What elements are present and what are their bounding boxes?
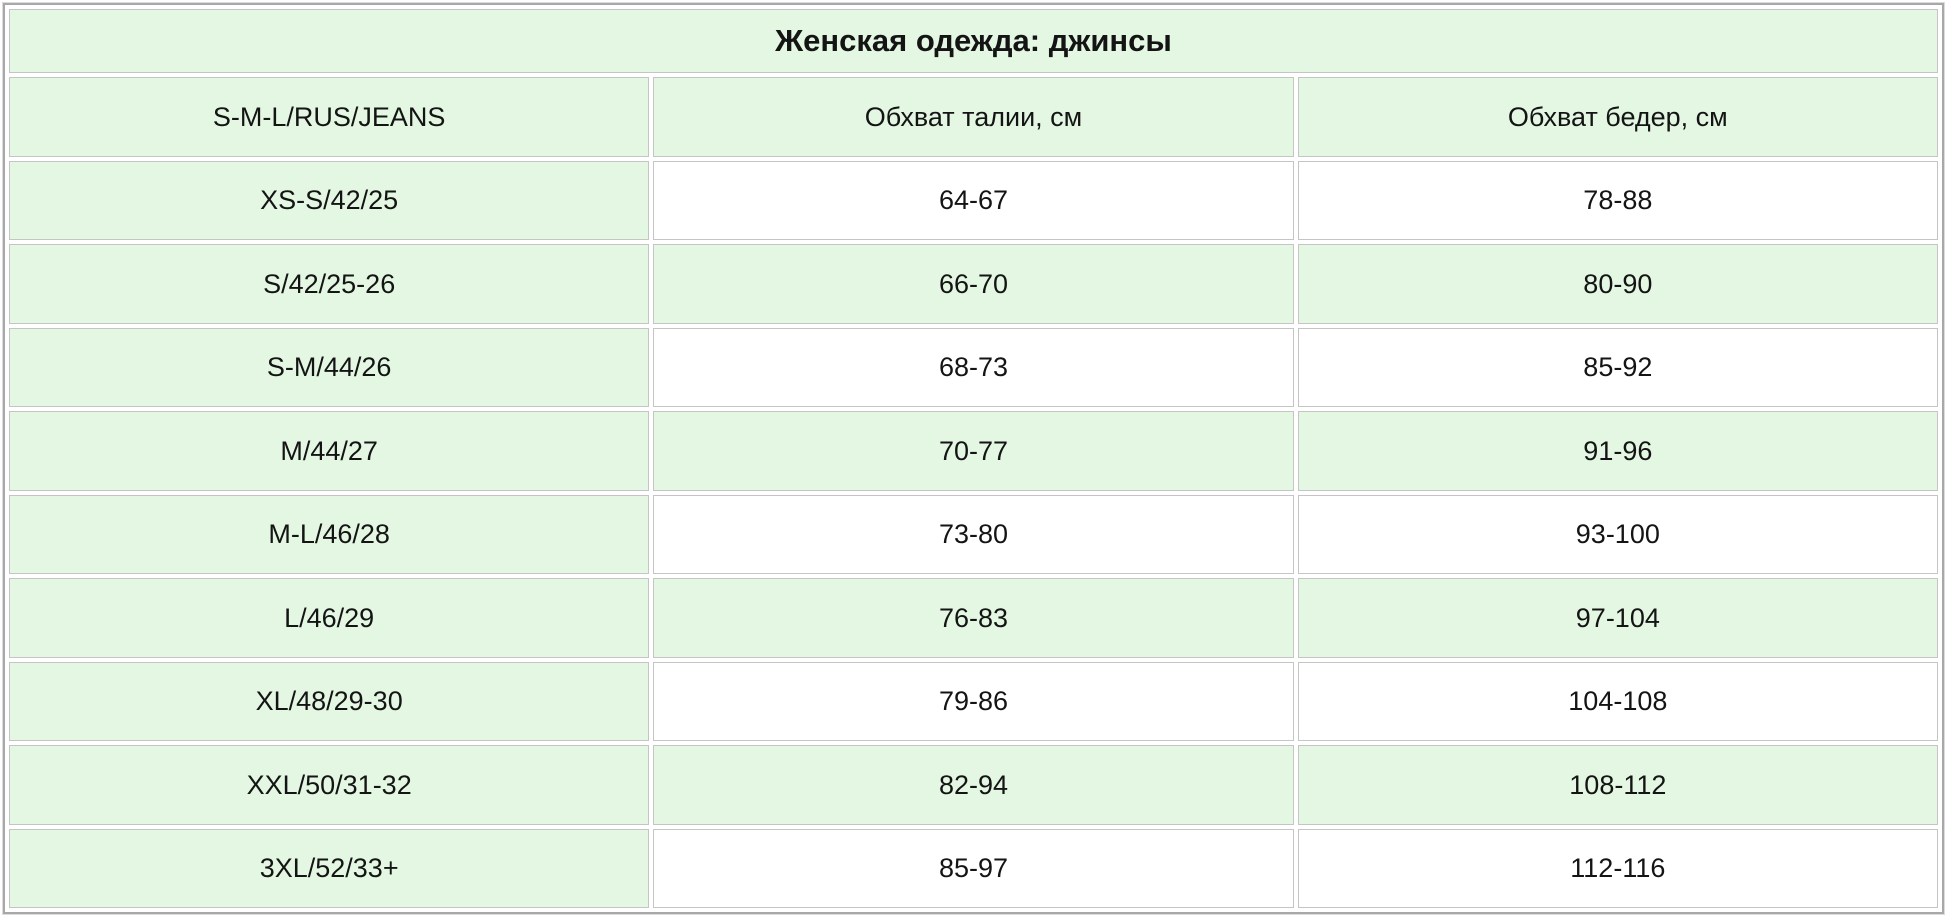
waist-cell: 85-97 (653, 828, 1294, 908)
column-header-waist: Обхват талии, см (653, 77, 1294, 157)
table-row: S/42/25-26 66-70 80-90 (9, 244, 1938, 324)
column-header-size: S-M-L/RUS/JEANS (9, 77, 650, 157)
hips-cell: 112-116 (1297, 828, 1938, 908)
table-row: XXL/50/31-32 82-94 108-112 (9, 745, 1938, 825)
waist-cell: 68-73 (653, 327, 1294, 407)
hips-cell: 97-104 (1297, 578, 1938, 658)
hips-cell: 91-96 (1297, 411, 1938, 491)
size-cell: L/46/29 (9, 578, 650, 658)
header-row: S-M-L/RUS/JEANS Обхват талии, см Обхват … (9, 77, 1938, 157)
table-row: S-M/44/26 68-73 85-92 (9, 327, 1938, 407)
waist-cell: 64-67 (653, 160, 1294, 240)
size-cell: XS-S/42/25 (9, 160, 650, 240)
waist-cell: 73-80 (653, 494, 1294, 574)
waist-cell: 79-86 (653, 661, 1294, 741)
title-row: Женская одежда: джинсы (9, 9, 1938, 73)
waist-cell: 66-70 (653, 244, 1294, 324)
hips-cell: 80-90 (1297, 244, 1938, 324)
size-cell: S-M/44/26 (9, 327, 650, 407)
size-cell: M/44/27 (9, 411, 650, 491)
table-body: Женская одежда: джинсы S-M-L/RUS/JEANS О… (9, 9, 1938, 908)
table-row: XS-S/42/25 64-67 78-88 (9, 160, 1938, 240)
size-cell: S/42/25-26 (9, 244, 650, 324)
size-cell: XL/48/29-30 (9, 661, 650, 741)
column-header-hips: Обхват бедер, см (1297, 77, 1938, 157)
hips-cell: 104-108 (1297, 661, 1938, 741)
table-row: XL/48/29-30 79-86 104-108 (9, 661, 1938, 741)
size-cell: 3XL/52/33+ (9, 828, 650, 908)
table-row: M-L/46/28 73-80 93-100 (9, 494, 1938, 574)
table-title: Женская одежда: джинсы (9, 9, 1938, 73)
hips-cell: 108-112 (1297, 745, 1938, 825)
table-row: L/46/29 76-83 97-104 (9, 578, 1938, 658)
hips-cell: 85-92 (1297, 327, 1938, 407)
waist-cell: 70-77 (653, 411, 1294, 491)
hips-cell: 78-88 (1297, 160, 1938, 240)
hips-cell: 93-100 (1297, 494, 1938, 574)
waist-cell: 76-83 (653, 578, 1294, 658)
table-row: 3XL/52/33+ 85-97 112-116 (9, 828, 1938, 908)
waist-cell: 82-94 (653, 745, 1294, 825)
table-row: M/44/27 70-77 91-96 (9, 411, 1938, 491)
size-cell: M-L/46/28 (9, 494, 650, 574)
size-cell: XXL/50/31-32 (9, 745, 650, 825)
